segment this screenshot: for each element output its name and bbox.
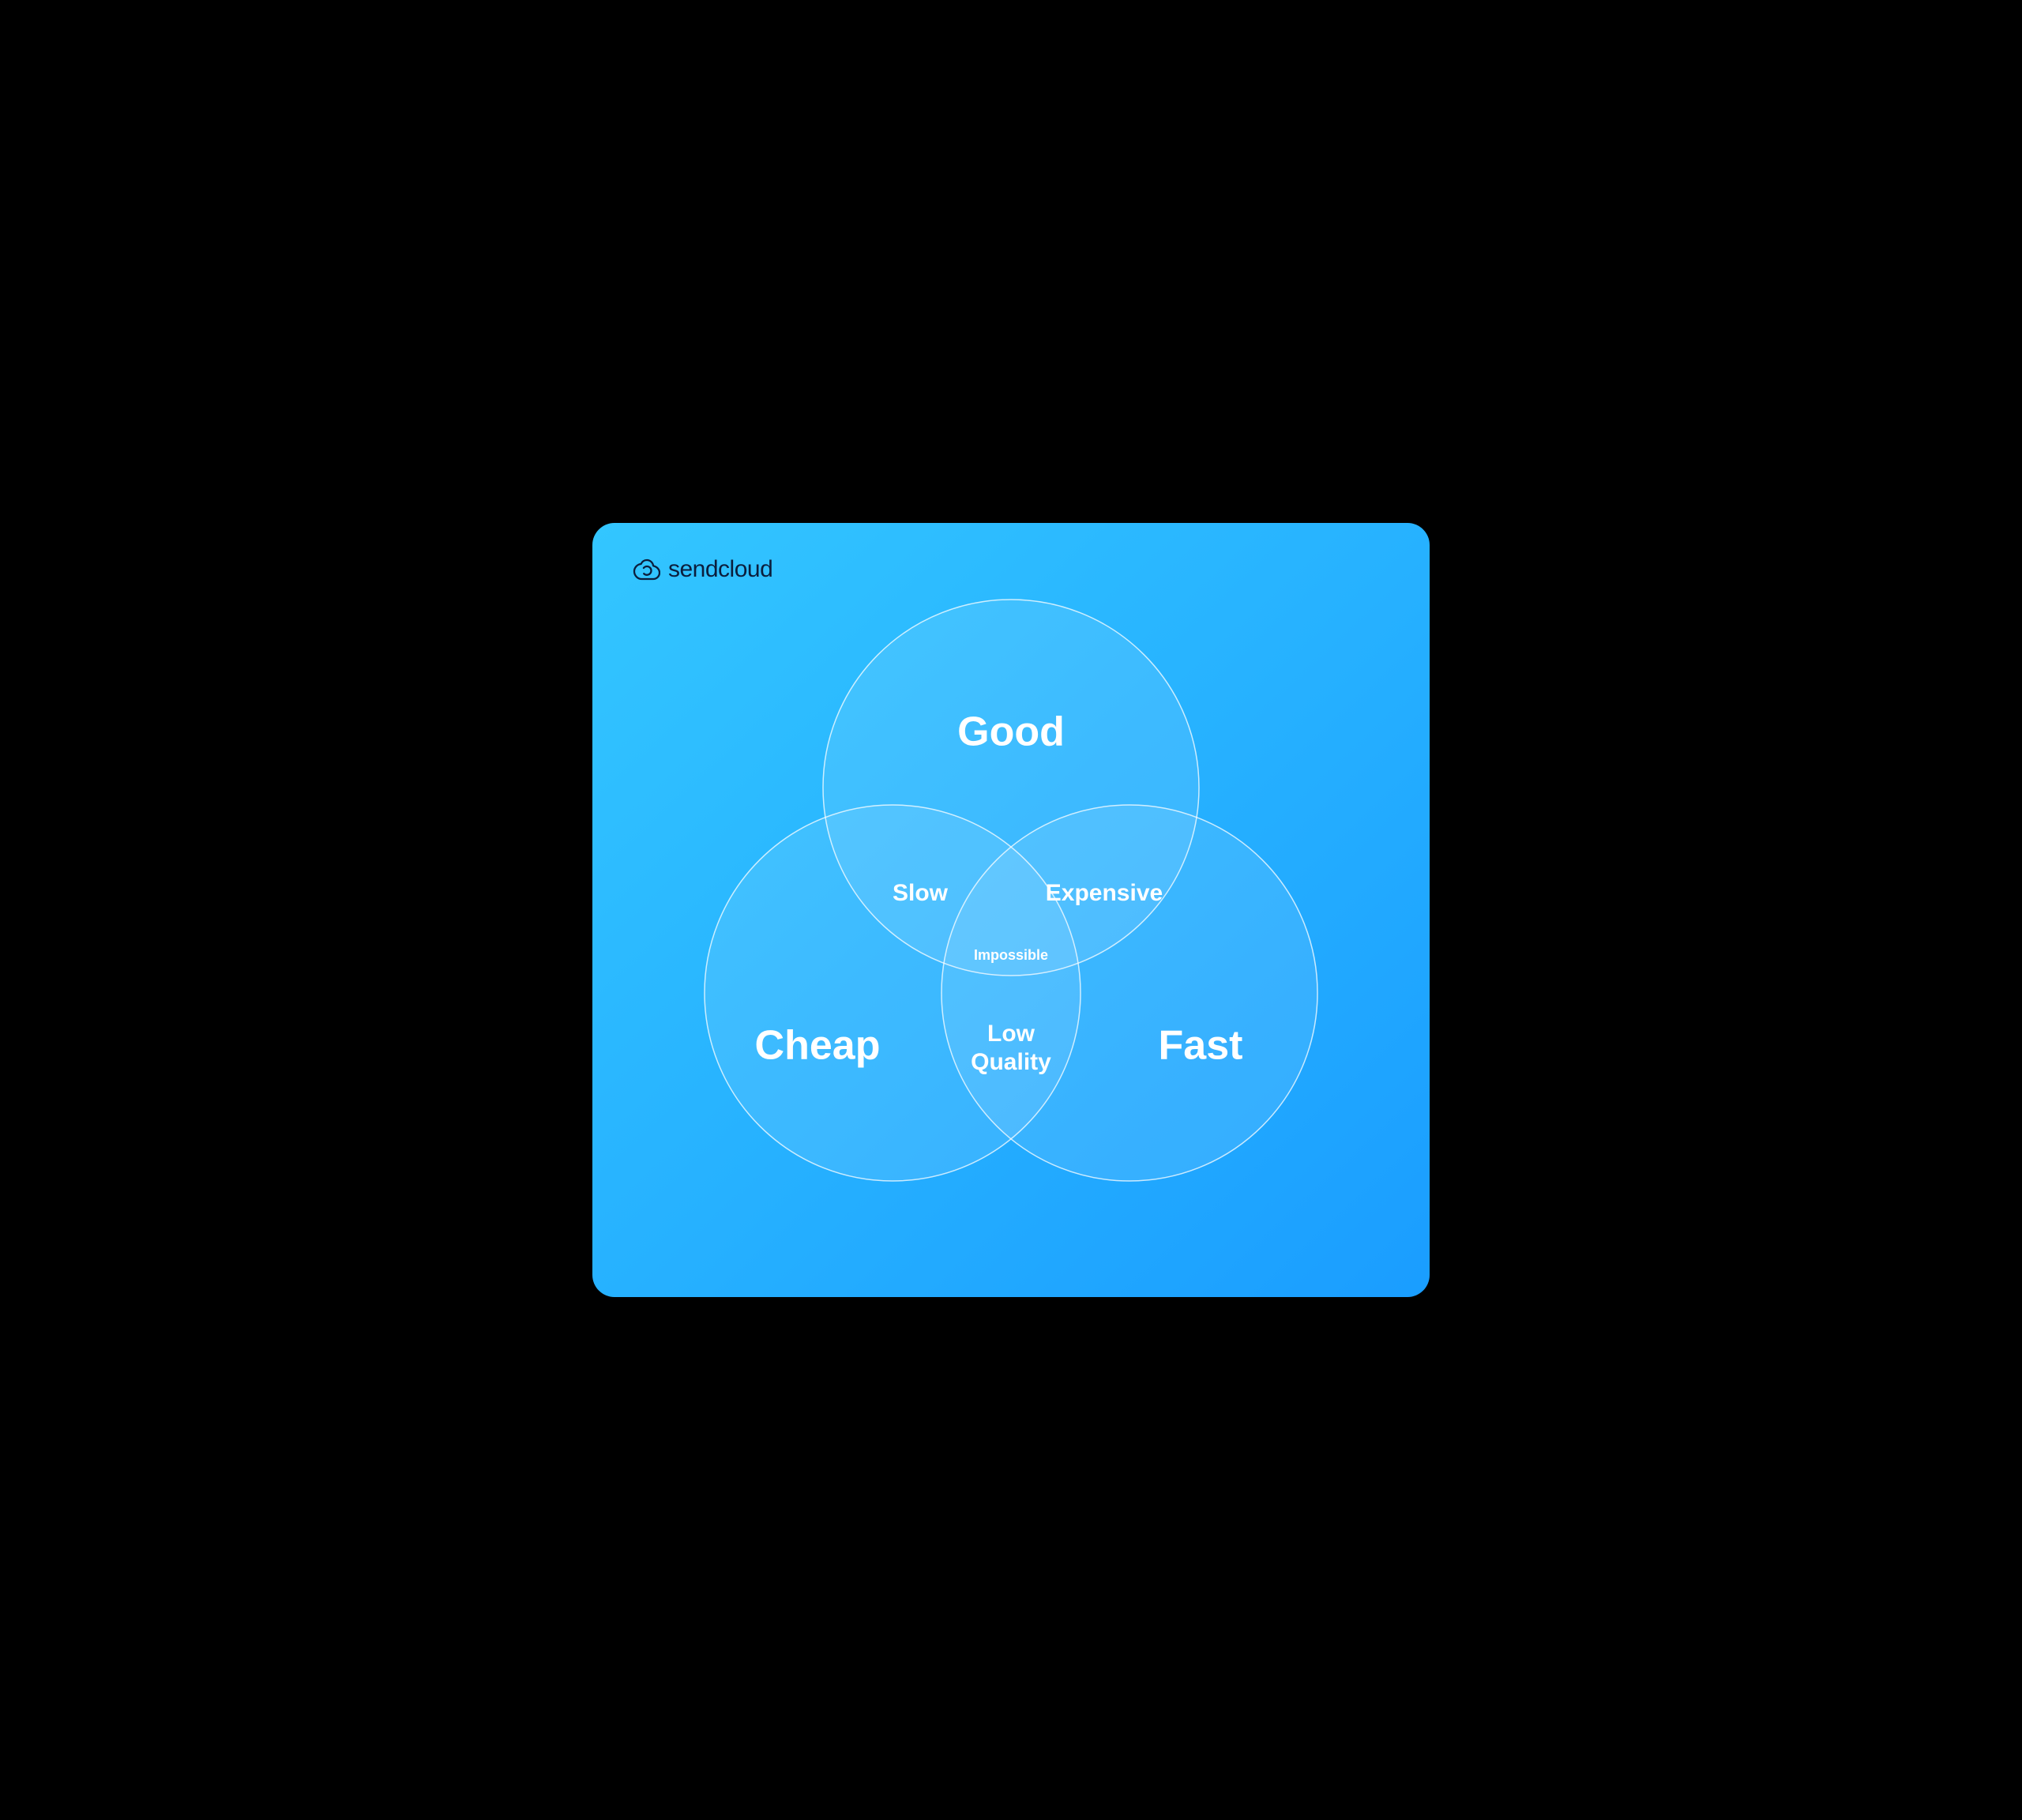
label-good-cheap: Slow [893,880,949,906]
brand-logo: sendcloud [632,556,772,583]
label-fast: Fast [1159,1023,1243,1069]
label-cheap: Cheap [755,1023,881,1069]
label-cheap-fast-line1: Low [987,1021,1035,1047]
label-center: Impossible [974,947,1048,963]
brand-name: sendcloud [668,556,772,583]
label-good-fast: Expensive [1046,880,1163,906]
cloud-icon [632,558,660,581]
venn-diagram: Good Cheap Fast Slow Expensive LowQuality Impo… [592,523,1430,1297]
venn-circle-fast [941,805,1317,1181]
label-good: Good [957,709,1065,755]
diagram-card: Good Cheap Fast Slow Expensive LowQuality Impo… [592,523,1430,1297]
label-cheap-fast-line2: Quality [971,1049,1051,1075]
